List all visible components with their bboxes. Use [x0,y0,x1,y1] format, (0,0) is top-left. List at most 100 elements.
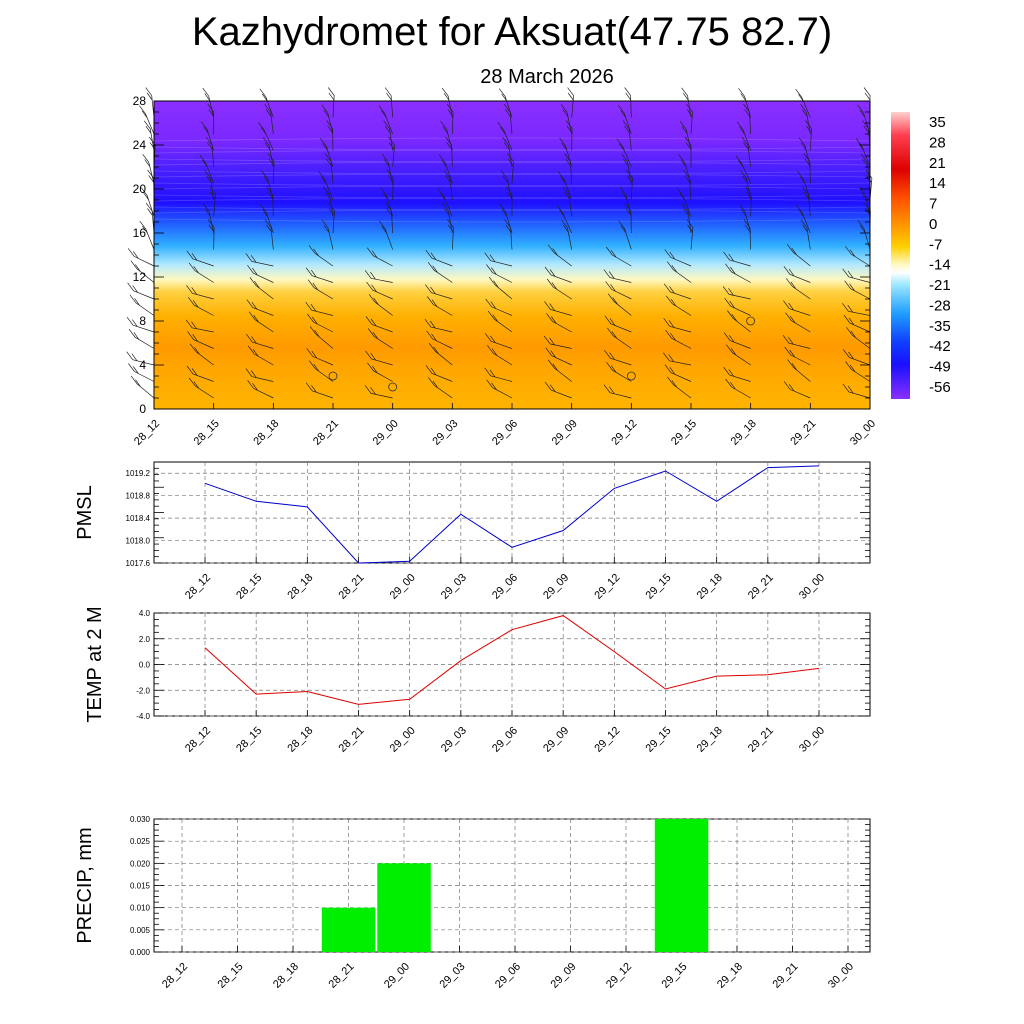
precip-x-tick-label: 29_12 [604,961,634,991]
page-title: Kazhydromet for Aksuat(47.75 82.7) [191,10,833,54]
precip-bar [377,863,431,952]
colorbar-label: -28 [929,297,951,314]
pmsl-x-tick-label: 29_15 [644,572,674,602]
colorbar-label: -14 [929,257,951,274]
precip-bar [654,819,709,952]
heatmap-y-tick-label: 28 [133,94,147,108]
pmsl-chart: 1017.6 1018.0 1018.4 1018.8 1019.2 28_12 28_15… [74,461,871,602]
pmsl-y-tick-label: 1017.6 [126,559,151,568]
precip-y-axis-label: PRECIP, mm [74,827,96,943]
heatmap-y-tick-label: 4 [139,358,146,372]
pmsl-y-tick-label: 1018.4 [126,514,151,523]
calm-wind-circle [626,371,636,381]
pmsl-x-tick-label: 29_18 [695,572,725,602]
precip-y-tick-label: 0.030 [130,815,151,824]
precip-x-tick-label: 29_06 [493,961,523,991]
temp-2m-y-axis-label: TEMP at 2 M [84,606,106,722]
pmsl-x-tick-label: 30_00 [797,572,827,602]
temp-2m-y-tick-label: 0.0 [139,661,151,670]
temp-2m-y-tick-label: 4.0 [139,609,151,618]
colorbar-label: -7 [929,236,942,253]
temp-2m-series-line [204,615,820,705]
pmsl-y-tick-label: 1019.2 [126,469,151,478]
temp-2m-y-tick-label: -4.0 [136,712,150,721]
temp-2m-x-tick-label: 29_03 [439,725,469,755]
pmsl-x-tick-label: 29_12 [592,572,622,602]
pmsl-x-tick-label: 28_18 [285,572,315,602]
colorbar-label: -42 [929,338,951,355]
precip-y-tick-label: 0.025 [130,837,151,846]
colorbar [891,112,910,399]
colorbar-label: 21 [929,155,946,172]
heatmap-x-tick-label: 28_12 [132,418,162,448]
pmsl-x-tick-label: 28_21 [337,572,367,602]
pmsl-x-tick-label: 28_15 [234,572,264,602]
precip-x-tick-label: 29_18 [715,961,745,991]
pmsl-y-tick-label: 1018.8 [126,492,151,501]
colorbar-label: -35 [929,318,951,335]
precip-chart: 0.000 0.005 0.010 0.015 0.020 0.025 0.030 28_12… [74,815,871,991]
precip-x-tick-label: 28_18 [271,961,301,991]
temp-2m-y-tick-label: 2.0 [139,635,151,644]
precip-x-tick-label: 28_15 [216,961,246,991]
page-subtitle: 28 March 2026 [480,66,614,88]
temp-2m-x-tick-label: 28_18 [285,725,315,755]
calm-wind-circle [328,371,338,381]
pmsl-x-tick-label: 29_00 [388,572,418,602]
temp-2m-x-tick-label: 29_21 [746,725,776,755]
precip-y-tick-label: 0.020 [130,859,151,868]
precip-y-tick-label: 0.000 [130,948,151,957]
colorbar-label: 35 [929,114,946,131]
temp-2m-y-tick-label: -2.0 [136,686,150,695]
pmsl-y-tick-label: 1018.0 [126,537,151,546]
heatmap-x-tick-label: 29_03 [430,418,460,448]
temp-2m-x-tick-label: 29_12 [592,725,622,755]
colorbar-label: 0 [929,216,937,233]
temp-2m-x-tick-label: 28_15 [234,725,264,755]
calm-wind-circle [746,316,756,326]
precip-y-tick-label: 0.005 [130,926,151,935]
precip-y-tick-label: 0.015 [130,882,151,891]
heatmap-field [154,101,870,409]
heatmap-x-tick-label: 29_15 [669,418,699,448]
heatmap-x-tick-label: 29_00 [371,418,401,448]
precip-x-tick-label: 29_03 [438,961,468,991]
heatmap-x-tick-label: 29_12 [609,418,639,448]
precip-x-tick-label: 29_21 [771,961,801,991]
calm-wind-circle [388,382,398,392]
heatmap-y-tick-label: 24 [133,138,147,152]
precip-x-tick-label: 29_00 [382,961,412,991]
heatmap-y-tick-label: 0 [139,402,146,416]
precip-y-tick-label: 0.010 [130,904,151,913]
heatmap-x-tick-label: 29_21 [788,418,818,448]
heatmap-x-tick-label: 29_06 [490,418,520,448]
temp-2m-x-tick-label: 29_09 [541,725,571,755]
precip-x-tick-label: 29_09 [549,961,579,991]
colorbar-label: 7 [929,196,937,213]
heatmap-x-tick-label: 28_18 [251,418,281,448]
heatmap-x-tick-label: 28_15 [192,418,222,448]
colorbar-label: -49 [929,359,951,376]
temp-2m-x-tick-label: 28_21 [337,725,367,755]
heatmap-x-tick-label: 30_00 [848,418,878,448]
temp-2m-x-tick-label: 30_00 [797,725,827,755]
temp-2m-x-tick-label: 29_06 [490,725,520,755]
temp-2m-x-tick-label: 29_18 [695,725,725,755]
precip-x-tick-label: 29_15 [660,961,690,991]
precip-x-tick-label: 30_00 [826,961,856,991]
pmsl-series-line [204,465,820,564]
heatmap-y-tick-label: 12 [133,270,147,284]
heatmap-y-tick-label: 8 [139,314,146,328]
colorbar-label: 14 [929,175,946,192]
heatmap-y-tick-label: 20 [133,182,147,196]
temp-2m-chart: -4.0 -2.0 0.0 2.0 4.0 28_12 28_15 28_18 28_21 29_… [84,606,871,755]
precip-x-tick-label: 28_21 [327,961,357,991]
pmsl-x-tick-label: 29_03 [439,572,469,602]
colorbar-label: 28 [929,134,946,151]
pmsl-x-tick-label: 28_12 [183,572,213,602]
pmsl-x-tick-label: 29_09 [541,572,571,602]
temp-2m-x-tick-label: 29_15 [644,725,674,755]
precip-x-tick-label: 28_12 [160,961,190,991]
temp-2m-x-tick-label: 29_00 [388,725,418,755]
